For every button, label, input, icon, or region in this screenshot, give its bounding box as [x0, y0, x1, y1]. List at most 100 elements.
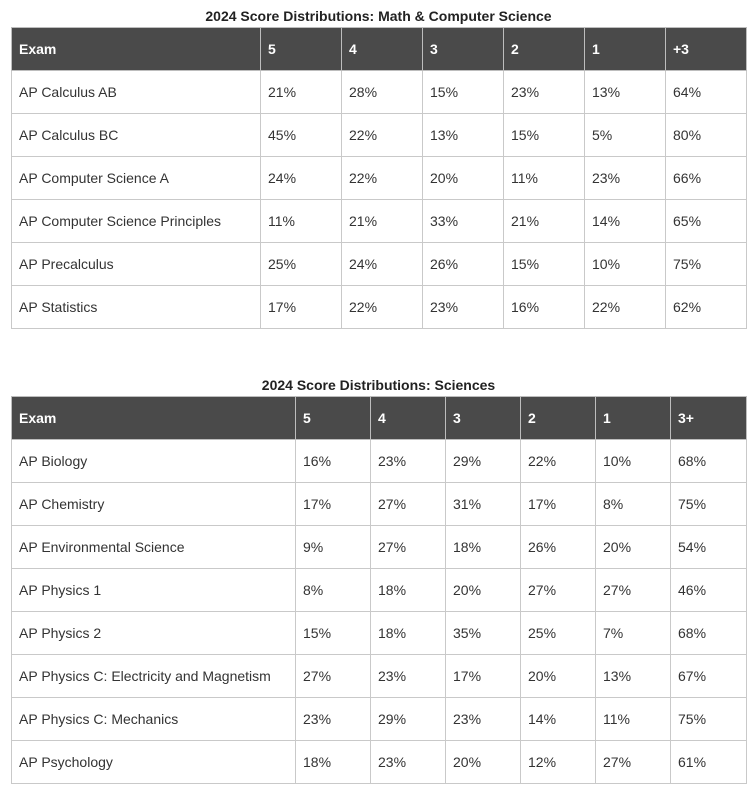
exam-name-cell: AP Chemistry: [11, 482, 296, 526]
score-cell: 22%: [584, 285, 666, 329]
score-cell: 35%: [445, 611, 521, 655]
table-row: AP Statistics 17% 22% 23% 16% 22% 62%: [11, 285, 747, 329]
header-score-3: 3: [445, 396, 521, 440]
score-cell: 10%: [584, 242, 666, 286]
table-row: AP Chemistry 17% 27% 31% 17% 8% 75%: [11, 482, 747, 526]
table-row: AP Physics 1 8% 18% 20% 27% 27% 46%: [11, 568, 747, 612]
score-cell: 25%: [260, 242, 342, 286]
score-cell: 5%: [584, 113, 666, 157]
score-cell: 29%: [445, 439, 521, 483]
header-score-5: 5: [260, 27, 342, 71]
score-cell: 21%: [503, 199, 585, 243]
exam-name-cell: AP Calculus AB: [11, 70, 261, 114]
score-cell: 22%: [520, 439, 596, 483]
score-cell: 13%: [584, 70, 666, 114]
score-cell: 11%: [503, 156, 585, 200]
score-cell: 27%: [595, 568, 671, 612]
score-cell: 80%: [665, 113, 747, 157]
score-cell: 17%: [295, 482, 371, 526]
exam-name-cell: AP Physics 2: [11, 611, 296, 655]
score-cell: 12%: [520, 740, 596, 784]
table-row: AP Psychology 18% 23% 20% 12% 27% 61%: [11, 740, 747, 784]
score-cell: 9%: [295, 525, 371, 569]
score-cell: 62%: [665, 285, 747, 329]
header-exam: Exam: [11, 27, 261, 71]
score-cell: 13%: [422, 113, 504, 157]
exam-name-cell: AP Physics 1: [11, 568, 296, 612]
table-row: AP Computer Science A 24% 22% 20% 11% 23…: [11, 156, 747, 200]
score-cell: 20%: [520, 654, 596, 698]
table-row: AP Biology 16% 23% 29% 22% 10% 68%: [11, 439, 747, 483]
score-cell: 20%: [445, 568, 521, 612]
header-score-2: 2: [520, 396, 596, 440]
table-header-row: Exam 5 4 3 2 1 3+: [11, 396, 747, 440]
table-row: AP Computer Science Principles 11% 21% 3…: [11, 199, 747, 243]
header-score-4: 4: [370, 396, 446, 440]
exam-name-cell: AP Statistics: [11, 285, 261, 329]
table-row: AP Physics C: Electricity and Magnetism …: [11, 654, 747, 698]
score-cell: 18%: [370, 611, 446, 655]
score-cell: 27%: [295, 654, 371, 698]
exam-name-cell: AP Computer Science A: [11, 156, 261, 200]
score-cell: 64%: [665, 70, 747, 114]
sciences-score-table: Exam 5 4 3 2 1 3+ AP Biology 16% 23% 29%…: [11, 396, 747, 784]
score-cell: 24%: [260, 156, 342, 200]
score-cell: 24%: [341, 242, 423, 286]
score-cell: 23%: [584, 156, 666, 200]
score-cell: 13%: [595, 654, 671, 698]
math-cs-score-table: Exam 5 4 3 2 1 +3 AP Calculus AB 21% 28%…: [11, 27, 747, 329]
score-cell: 23%: [370, 654, 446, 698]
math-cs-table-caption: 2024 Score Distributions: Math & Compute…: [205, 8, 552, 24]
score-cell: 75%: [670, 482, 747, 526]
score-cell: 27%: [520, 568, 596, 612]
score-cell: 22%: [341, 156, 423, 200]
score-cell: 26%: [520, 525, 596, 569]
exam-name-cell: AP Physics C: Mechanics: [11, 697, 296, 741]
score-cell: 23%: [503, 70, 585, 114]
score-cell: 16%: [295, 439, 371, 483]
header-exam: Exam: [11, 396, 296, 440]
score-cell: 66%: [665, 156, 747, 200]
score-cell: 10%: [595, 439, 671, 483]
exam-name-cell: AP Psychology: [11, 740, 296, 784]
score-cell: 29%: [370, 697, 446, 741]
score-cell: 27%: [370, 482, 446, 526]
header-score-5: 5: [295, 396, 371, 440]
math-cs-section: 2024 Score Distributions: Math & Compute…: [11, 5, 747, 329]
score-cell: 7%: [595, 611, 671, 655]
score-cell: 20%: [595, 525, 671, 569]
score-cell: 26%: [422, 242, 504, 286]
score-cell: 21%: [260, 70, 342, 114]
score-cell: 67%: [670, 654, 747, 698]
score-cell: 17%: [260, 285, 342, 329]
header-score-4: 4: [341, 27, 423, 71]
exam-name-cell: AP Calculus BC: [11, 113, 261, 157]
score-cell: 54%: [670, 525, 747, 569]
score-cell: 18%: [295, 740, 371, 784]
table-row: AP Environmental Science 9% 27% 18% 26% …: [11, 525, 747, 569]
score-cell: 61%: [670, 740, 747, 784]
table-header-row: Exam 5 4 3 2 1 +3: [11, 27, 747, 71]
table-row: AP Physics C: Mechanics 23% 29% 23% 14% …: [11, 697, 747, 741]
score-cell: 20%: [422, 156, 504, 200]
score-cell: 15%: [503, 113, 585, 157]
score-cell: 14%: [584, 199, 666, 243]
score-cell: 20%: [445, 740, 521, 784]
score-cell: 8%: [595, 482, 671, 526]
table-row: AP Physics 2 15% 18% 35% 25% 7% 68%: [11, 611, 747, 655]
score-cell: 23%: [422, 285, 504, 329]
score-cell: 23%: [295, 697, 371, 741]
table-row: AP Calculus AB 21% 28% 15% 23% 13% 64%: [11, 70, 747, 114]
score-cell: 18%: [370, 568, 446, 612]
exam-name-cell: AP Physics C: Electricity and Magnetism: [11, 654, 296, 698]
exam-name-cell: AP Computer Science Principles: [11, 199, 261, 243]
score-cell: 16%: [503, 285, 585, 329]
header-score-1: 1: [584, 27, 666, 71]
score-cell: 68%: [670, 439, 747, 483]
score-cell: 75%: [670, 697, 747, 741]
score-cell: 15%: [503, 242, 585, 286]
score-cell: 31%: [445, 482, 521, 526]
score-cell: 46%: [670, 568, 747, 612]
score-cell: 23%: [445, 697, 521, 741]
sciences-section: 2024 Score Distributions: Sciences Exam …: [11, 374, 747, 784]
